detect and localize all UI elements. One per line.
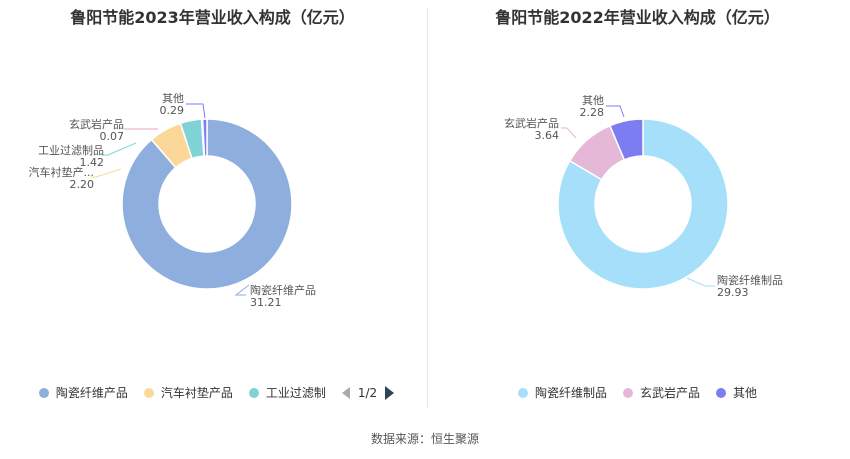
legend-marker — [622, 387, 633, 398]
legend-label: 陶瓷纤维制品 — [534, 386, 607, 400]
legend-item-ceramic-fiber[interactable]: 陶瓷纤维产品 — [38, 384, 128, 401]
slice-name-label: 其他 — [162, 92, 184, 105]
data-source-note: 数据来源：恒生聚源 — [370, 432, 479, 446]
chart-panel-2022: 鲁阳节能2022年营业收入构成（亿元） 陶瓷纤维制品 29.93 玄武岩产品 3.64… — [425, 0, 850, 410]
pager-prev-icon[interactable] — [341, 386, 350, 399]
chart-title-2023: 鲁阳节能2023年营业收入构成（亿元） — [70, 8, 355, 27]
panel-divider — [427, 8, 428, 408]
label-leader-line — [186, 103, 206, 119]
slice-name-label: 陶瓷纤维制品 — [717, 273, 783, 287]
legend-item-industrial-filter[interactable]: 工业过滤制 — [248, 384, 326, 401]
legend-marker — [716, 387, 726, 398]
pager-next-icon[interactable] — [385, 385, 395, 400]
legend-label: 其他 — [733, 386, 758, 400]
label-leader-line — [90, 168, 122, 178]
slice-name-label: 陶瓷纤维产品 — [250, 283, 316, 297]
legend-marker — [517, 387, 528, 398]
slice-value-label: 2.28 — [580, 106, 605, 119]
slice-name-label: 玄武岩产品 — [504, 116, 559, 130]
legend-item-auto-gasket[interactable]: 汽车衬垫产品 — [143, 384, 233, 401]
label-leader-line — [686, 277, 715, 287]
donut-slice-1[interactable] — [121, 118, 293, 290]
slice-value-label: 0.29 — [160, 104, 185, 117]
legend-marker — [248, 387, 259, 398]
label-leader-line — [561, 127, 577, 139]
slice-value-label: 31.21 — [250, 296, 282, 309]
legend-label: 玄武岩产品 — [639, 386, 700, 400]
label-leader-line — [606, 105, 625, 118]
slice-name-label: 其他 — [582, 94, 604, 107]
legend-label: 陶瓷纤维产品 — [55, 386, 128, 400]
slice-name-label: 玄武岩产品 — [69, 117, 124, 131]
slice-name-label: 汽车衬垫产... — [29, 165, 95, 179]
legend-marker — [143, 387, 154, 398]
legend-item-basalt[interactable]: 玄武岩产品 — [622, 384, 700, 401]
legend-2022: 陶瓷纤维制品 玄武岩产品 其他 — [425, 384, 850, 401]
label-leader-line — [102, 142, 137, 156]
slice-value-label: 3.64 — [535, 129, 560, 142]
chart-title-2022: 鲁阳节能2022年营业收入构成（亿元） — [495, 8, 780, 27]
slice-value-label: 29.93 — [717, 286, 749, 299]
legend-label: 汽车衬垫产品 — [160, 386, 233, 400]
legend-item-other[interactable]: 其他 — [716, 384, 757, 401]
legend-label: 工业过滤制 — [265, 386, 326, 400]
chart-panel-2023: 鲁阳节能2023年营业收入构成（亿元） 陶瓷纤维产品 31.21 汽车衬垫产... 2… — [0, 0, 425, 410]
label-leader-line — [234, 284, 250, 296]
legend-item-ceramic-fiber-products[interactable]: 陶瓷纤维制品 — [517, 384, 607, 401]
donut-slice-5[interactable] — [201, 118, 208, 157]
slice-name-label: 工业过滤制品 — [38, 144, 104, 157]
slice-value-label: 2.20 — [70, 178, 95, 191]
legend-pager: 1/2 — [341, 385, 395, 400]
donut-slice-3[interactable] — [608, 118, 644, 161]
legend-2023: 陶瓷纤维产品 汽车衬垫产品 工业过滤制 1/2 — [0, 384, 425, 401]
legend-marker — [38, 387, 49, 398]
donut-slice-1[interactable] — [557, 118, 729, 290]
slice-value-label: 1.42 — [80, 156, 105, 169]
donut-chart-2023: 陶瓷纤维产品31.21汽车衬垫产...2.20工业过滤制品1.42玄武岩产品0.… — [29, 92, 317, 309]
pager-text: 1/2 — [357, 385, 378, 400]
slice-value-label: 0.07 — [100, 130, 125, 143]
